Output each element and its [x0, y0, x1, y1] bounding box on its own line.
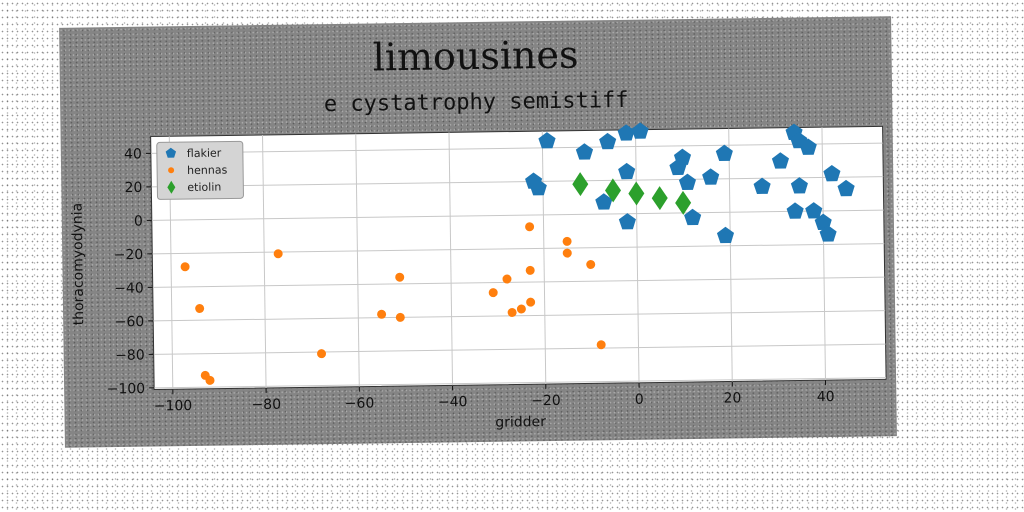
- data-point-hennas: [180, 262, 190, 272]
- grid-line-x: [355, 133, 360, 387]
- data-point-hennas: [395, 312, 405, 322]
- grid-line-y: [154, 377, 887, 389]
- grid-line-x: [634, 129, 640, 383]
- data-point-flakier: [617, 124, 635, 141]
- grid-line-y: [151, 209, 884, 221]
- y-tick-label: 20: [124, 180, 142, 196]
- y-tick-label: −100: [107, 381, 146, 398]
- data-point-flakier: [819, 225, 837, 242]
- grid-line-x: [728, 128, 733, 382]
- legend-box: [156, 140, 244, 200]
- legend-marker-flakier: [165, 147, 177, 158]
- x-tick-label: 40: [817, 389, 835, 405]
- data-point-etiolin: [572, 172, 589, 197]
- data-point-hennas: [317, 349, 327, 359]
- data-point-flakier: [702, 168, 720, 185]
- grid-line-x: [541, 131, 547, 385]
- plot-area: [150, 125, 887, 391]
- data-point-hennas: [502, 274, 512, 284]
- data-point-flakier: [805, 202, 823, 219]
- data-point-hennas: [273, 249, 283, 259]
- data-point-flakier: [673, 148, 692, 166]
- data-point-etiolin: [605, 178, 622, 203]
- y-tick-label: 40: [124, 146, 142, 162]
- data-point-flakier: [716, 226, 735, 244]
- data-point-hennas: [586, 259, 596, 269]
- data-point-hennas: [377, 309, 387, 319]
- x-axis-label: gridder: [495, 414, 546, 431]
- y-tick-label: −80: [115, 347, 145, 363]
- data-point-hennas: [488, 288, 498, 298]
- legend-marker-etiolin: [167, 180, 176, 194]
- data-point-hennas: [195, 303, 205, 313]
- x-tick-label: −20: [531, 393, 561, 409]
- x-tick-label: −40: [438, 394, 468, 410]
- y-tick-label: −20: [114, 247, 144, 263]
- grid-line-y: [152, 276, 885, 288]
- legend-label-hennas: hennas: [187, 163, 228, 177]
- data-point-hennas: [562, 248, 572, 258]
- x-tick-label: −100: [154, 398, 193, 415]
- data-point-hennas: [507, 307, 517, 317]
- data-point-flakier: [618, 213, 636, 230]
- data-point-etiolin: [675, 190, 692, 215]
- grid-line-y: [153, 310, 886, 322]
- grid-line-x: [821, 127, 826, 381]
- data-point-flakier: [715, 144, 733, 162]
- data-point-flakier: [575, 143, 594, 160]
- data-point-flakier: [678, 173, 696, 191]
- data-point-flakier: [786, 202, 804, 219]
- data-point-etiolin: [628, 181, 645, 206]
- data-point-hennas: [525, 265, 535, 275]
- data-point-flakier: [837, 179, 855, 197]
- y-tick-label: 0: [134, 213, 143, 229]
- chart-figure: limousines e cystatrophy semistiff −100−…: [59, 16, 897, 448]
- data-point-hennas: [516, 304, 526, 314]
- x-tick-label: −80: [251, 397, 281, 413]
- data-point-flakier: [771, 152, 790, 169]
- data-point-flakier: [799, 138, 817, 155]
- data-point-flakier: [753, 177, 771, 195]
- data-point-hennas: [526, 297, 536, 307]
- data-point-flakier: [790, 177, 808, 194]
- data-point-flakier: [618, 162, 636, 180]
- data-point-flakier: [599, 132, 617, 150]
- grid-line-y: [153, 343, 886, 355]
- data-point-hennas: [395, 272, 405, 282]
- x-tick-label: 0: [635, 392, 644, 408]
- legend-label-flakier: flakier: [187, 147, 222, 160]
- grid-line-x: [448, 132, 454, 386]
- legend-label-etiolin: etiolin: [187, 181, 221, 194]
- x-tick-label: 20: [723, 390, 741, 406]
- data-point-hennas: [596, 340, 606, 350]
- y-axis-label: thoracomyodynia: [70, 203, 88, 326]
- data-point-hennas: [205, 375, 215, 385]
- data-point-flakier: [631, 122, 649, 139]
- data-point-hennas: [562, 236, 572, 246]
- data-point-hennas: [525, 222, 535, 232]
- y-tick-label: −60: [115, 314, 145, 330]
- legend-marker-hennas: [168, 167, 175, 174]
- data-point-flakier: [823, 164, 841, 182]
- data-point-flakier: [684, 208, 702, 226]
- y-tick-label: −40: [114, 280, 144, 296]
- data-point-flakier: [529, 179, 547, 196]
- grid-line-y: [150, 142, 883, 154]
- x-tick-label: −60: [345, 395, 375, 411]
- scatter-plot: −100 −80 −60 −40 −20 0 20 40 −100 −80 −60 −40 −20 0 20…: [70, 122, 887, 431]
- grid-line-x: [262, 134, 267, 388]
- data-point-flakier: [595, 193, 613, 210]
- data-point-flakier: [538, 132, 556, 149]
- data-point-etiolin: [651, 186, 668, 211]
